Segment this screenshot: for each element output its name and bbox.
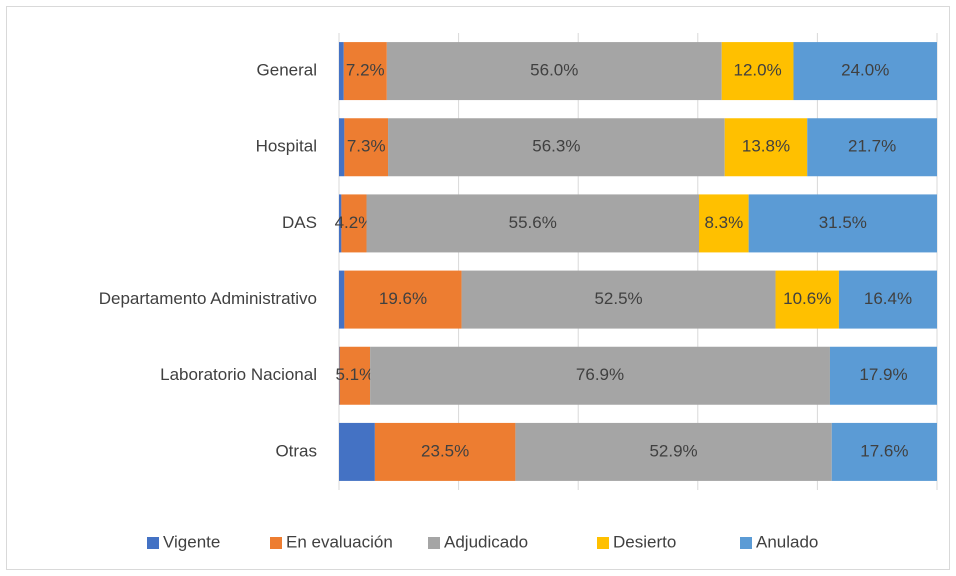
data-label: 31.5% xyxy=(819,213,867,232)
bar-segment xyxy=(374,422,516,481)
data-label: 55.6% xyxy=(509,213,557,232)
data-label: 52.5% xyxy=(594,289,642,308)
bar-segment xyxy=(339,118,345,177)
bar-segment xyxy=(339,270,345,329)
y-tick-label: Laboratorio Nacional xyxy=(160,365,317,384)
bar-segment xyxy=(515,422,832,481)
data-label: 10.6% xyxy=(783,289,831,308)
data-label: 12.0% xyxy=(733,61,781,80)
bar-segment xyxy=(339,194,342,253)
data-label: 5.1% xyxy=(335,365,374,384)
bar-segment xyxy=(748,194,937,253)
data-label: 17.9% xyxy=(859,365,907,384)
legend-label: Vigente xyxy=(163,532,220,551)
y-tick-label: General xyxy=(257,61,317,80)
data-label: 16.4% xyxy=(864,289,912,308)
legend-label: Anulado xyxy=(756,532,818,551)
bar-segment xyxy=(339,346,371,405)
data-label: 7.2% xyxy=(346,61,385,80)
legend-swatch xyxy=(270,537,282,549)
legend-label: Desierto xyxy=(613,532,676,551)
bar-segment xyxy=(461,270,776,329)
bar-segment xyxy=(721,42,794,101)
legend-swatch xyxy=(147,537,159,549)
data-label: 23.5% xyxy=(421,441,469,460)
bar-segment xyxy=(339,42,344,101)
bar-segment xyxy=(775,270,839,329)
data-label: 17.6% xyxy=(860,441,908,460)
data-label: 19.6% xyxy=(379,289,427,308)
bar-segment xyxy=(344,118,389,177)
bar-segment xyxy=(838,270,937,329)
legend-label: Adjudicado xyxy=(444,532,528,551)
data-label: 21.7% xyxy=(848,137,896,156)
y-tick-label: Otras xyxy=(275,441,317,460)
data-label: 13.8% xyxy=(742,137,790,156)
bar-segment xyxy=(343,42,387,101)
legend-label: En evaluación xyxy=(286,532,393,551)
bar-segment xyxy=(807,118,937,177)
bar-segment xyxy=(386,42,722,101)
data-label: 76.9% xyxy=(576,365,624,384)
bar-segment xyxy=(341,194,367,253)
bar-segment xyxy=(344,270,462,329)
bar-segment xyxy=(829,346,937,405)
data-label: 8.3% xyxy=(704,213,743,232)
bar-segment xyxy=(793,42,937,101)
data-label: 56.3% xyxy=(532,137,580,156)
data-label: 52.9% xyxy=(649,441,697,460)
y-tick-label: Departamento Administrativo xyxy=(99,289,317,308)
data-label: 56.0% xyxy=(530,61,578,80)
data-label: 24.0% xyxy=(841,61,889,80)
bar-segment xyxy=(388,118,725,177)
legend-swatch xyxy=(597,537,609,549)
bar-segment xyxy=(831,422,937,481)
legend-swatch xyxy=(740,537,752,549)
bar-segment xyxy=(339,422,375,481)
y-tick-label: Hospital xyxy=(256,137,317,156)
y-tick-label: DAS xyxy=(282,213,317,232)
bar-segment xyxy=(724,118,808,177)
bar-segment xyxy=(370,346,830,405)
legend-swatch xyxy=(428,537,440,549)
bar-segment xyxy=(366,194,699,253)
data-label: 4.2% xyxy=(335,213,374,232)
bar-segment xyxy=(698,194,749,253)
bar-segment xyxy=(339,346,340,405)
data-label: 7.3% xyxy=(347,137,386,156)
